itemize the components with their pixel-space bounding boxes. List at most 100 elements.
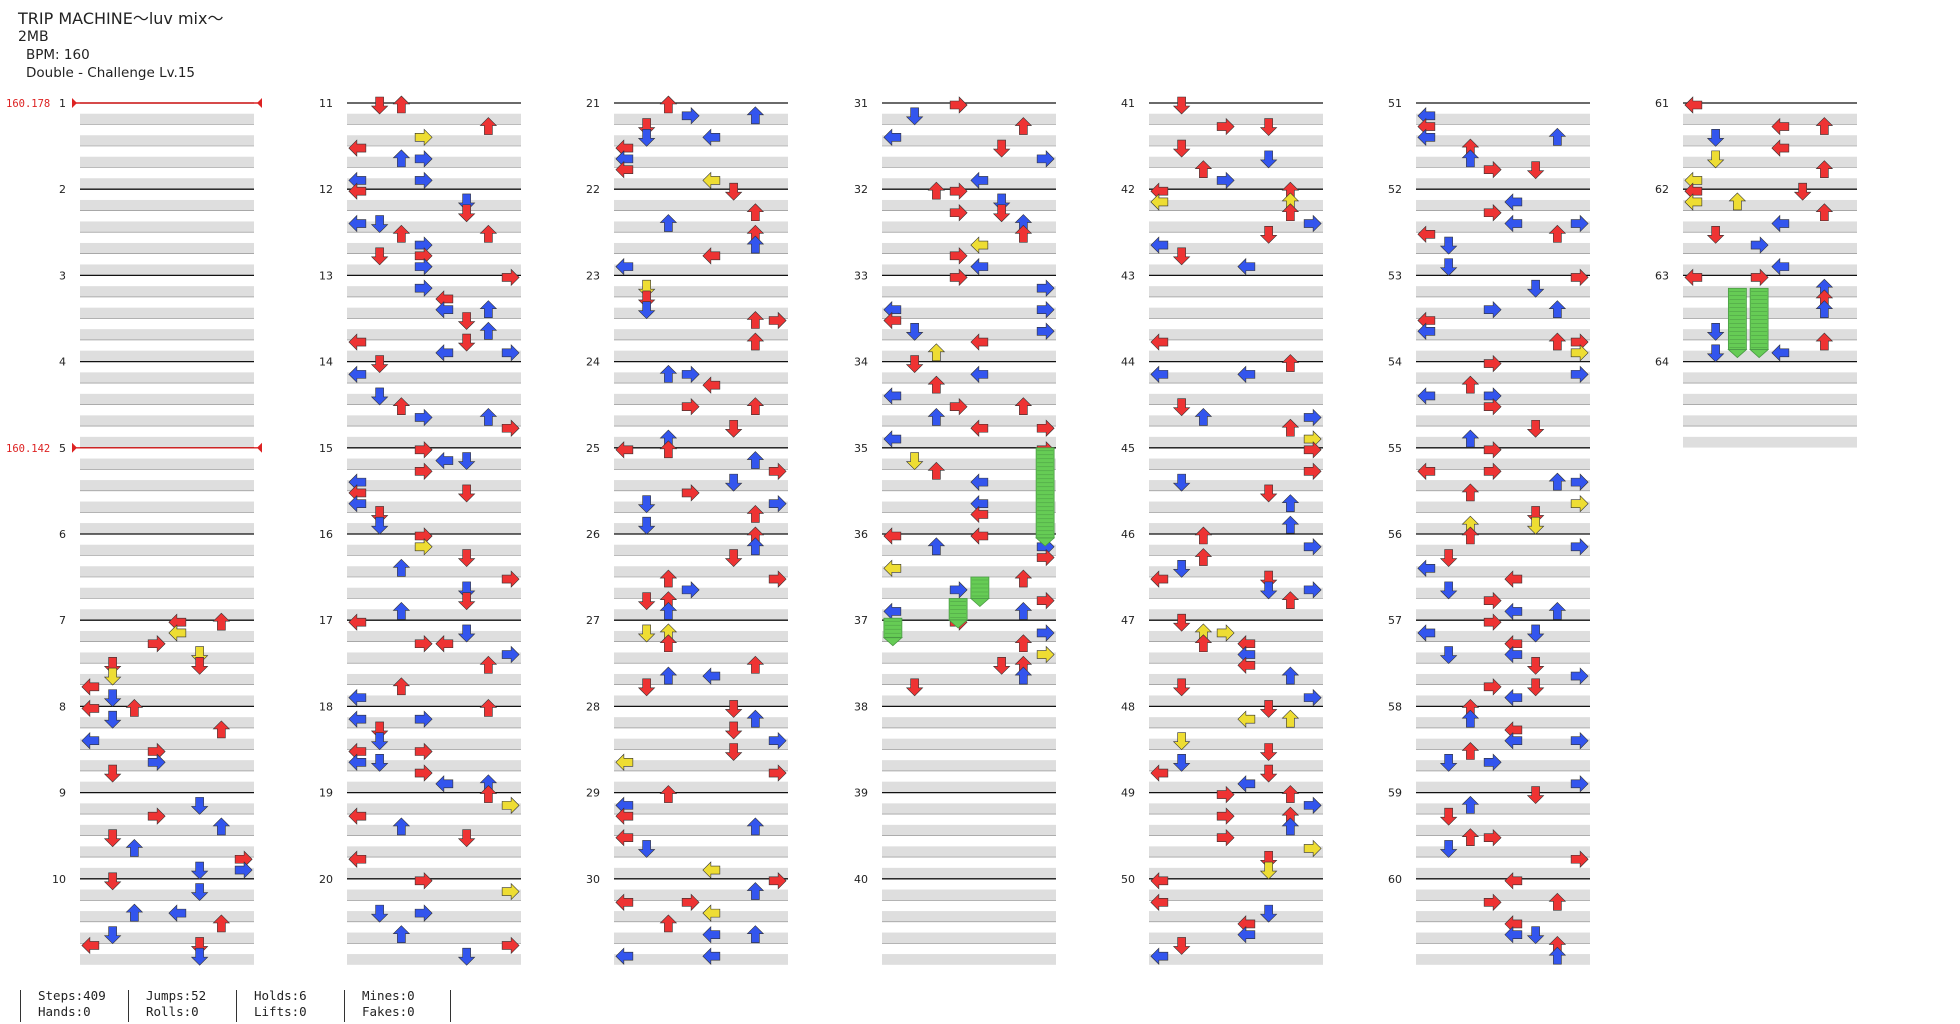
note-arrow-icon xyxy=(457,829,476,848)
note-arrow-icon xyxy=(479,698,498,717)
note-arrow-icon xyxy=(348,753,367,771)
beat-row-shade xyxy=(1416,372,1590,384)
measure-number: 30 xyxy=(586,873,600,886)
note-arrow-icon xyxy=(1570,214,1589,233)
beat-row-shade xyxy=(80,393,254,405)
note-arrow-icon xyxy=(746,709,765,728)
beat-row-shade xyxy=(1149,199,1323,211)
note-arrow-icon xyxy=(768,311,787,330)
note-arrow-icon xyxy=(1281,354,1300,372)
beat-row-shade xyxy=(882,867,1056,879)
note-arrow-icon xyxy=(1259,743,1278,761)
note-arrow-icon xyxy=(637,624,656,643)
note-arrow-icon xyxy=(147,753,166,771)
note-arrow-icon xyxy=(1237,710,1256,728)
beat-row-shade xyxy=(80,458,254,470)
note-arrow-icon xyxy=(1526,678,1545,697)
measure-number: 36 xyxy=(854,528,868,541)
note-arrow-icon xyxy=(1150,893,1169,912)
note-arrow-icon xyxy=(724,743,743,761)
beat-row-shade xyxy=(882,135,1056,146)
beat-row-shade xyxy=(614,350,788,362)
beat-row-shade xyxy=(614,889,788,901)
note-arrow-icon xyxy=(81,732,100,750)
beat-row-shade xyxy=(80,587,254,599)
measure-number: 59 xyxy=(1388,787,1402,800)
note-arrow-icon xyxy=(1036,624,1055,642)
note-arrow-icon xyxy=(1461,526,1480,545)
note-arrow-icon xyxy=(370,96,389,115)
note-arrow-icon xyxy=(479,408,498,426)
beat-row-shade xyxy=(1416,911,1590,922)
beat-row-shade xyxy=(80,350,254,362)
note-arrow-icon xyxy=(746,451,765,469)
beat-row-shade xyxy=(1149,156,1323,168)
note-arrow-icon xyxy=(637,840,656,858)
note-arrow-icon xyxy=(637,301,656,320)
note-arrow-icon xyxy=(370,904,389,923)
beat-row-shade xyxy=(614,630,788,642)
beat-row-shade xyxy=(882,717,1056,728)
measure-number: 7 xyxy=(59,614,66,627)
beat-row-shade xyxy=(614,695,788,707)
hold-tail xyxy=(948,619,969,629)
bpm-change-label: 160.178 xyxy=(6,98,50,110)
note-arrow-icon xyxy=(1771,139,1790,157)
note-arrow-icon xyxy=(1014,224,1033,243)
beat-row-shade xyxy=(882,393,1056,405)
beat-row-shade xyxy=(1683,156,1857,168)
note-arrow-icon xyxy=(905,355,924,374)
note-arrow-icon xyxy=(348,710,367,728)
hold-tail xyxy=(1749,349,1770,359)
note-arrow-icon xyxy=(768,462,787,481)
note-arrow-icon xyxy=(1504,732,1523,750)
beat-row-shade xyxy=(882,544,1056,556)
note-arrow-icon xyxy=(1194,634,1213,653)
measure-number: 10 xyxy=(52,873,66,886)
beat-row-shade xyxy=(80,717,254,728)
beat-row-shade xyxy=(80,113,254,125)
note-arrow-icon xyxy=(1150,947,1169,965)
measure-number: 47 xyxy=(1121,614,1135,627)
beat-row-shade xyxy=(1149,954,1323,965)
beat-row-shade xyxy=(882,889,1056,901)
note-arrow-icon xyxy=(501,570,520,588)
note-arrow-icon xyxy=(615,160,634,179)
note-arrow-icon xyxy=(414,742,433,761)
beat-row-shade xyxy=(347,609,521,620)
beat-row-shade xyxy=(80,889,254,901)
beat-row-shade xyxy=(614,587,788,599)
note-arrow-icon xyxy=(479,655,498,674)
beat-row-shade xyxy=(882,566,1056,577)
beat-row-shade xyxy=(1416,652,1590,664)
note-arrow-icon xyxy=(103,829,122,848)
note-arrow-icon xyxy=(103,764,122,783)
beat-row-shade xyxy=(1416,867,1590,879)
beat-row-shade xyxy=(614,501,788,513)
beat-row-shade xyxy=(1416,846,1590,858)
beat-row-shade xyxy=(614,846,788,858)
note-arrow-icon xyxy=(103,926,122,945)
note-arrow-icon xyxy=(1526,926,1545,945)
note-arrow-icon xyxy=(1216,807,1235,825)
hold-tail xyxy=(1035,537,1056,547)
stat-mines: Mines:0 Fakes:0 xyxy=(362,988,415,1019)
beat-row-shade xyxy=(80,480,254,491)
measure-number: 41 xyxy=(1121,97,1135,110)
note-arrow-icon xyxy=(659,364,678,383)
note-arrow-icon xyxy=(970,257,989,276)
note-arrow-icon xyxy=(615,947,634,965)
note-arrow-icon xyxy=(659,602,678,620)
measure-number: 27 xyxy=(586,614,600,627)
beat-row-shade xyxy=(1149,501,1323,513)
measure-number: 48 xyxy=(1121,700,1135,713)
note-arrow-icon xyxy=(1815,160,1834,178)
note-arrow-icon xyxy=(1483,354,1502,373)
beat-row-shade xyxy=(1683,393,1857,405)
measure-number: 57 xyxy=(1388,614,1402,627)
note-arrow-icon xyxy=(370,516,389,535)
note-arrow-icon xyxy=(1483,613,1502,631)
note-arrow-icon xyxy=(348,365,367,384)
measure-number: 3 xyxy=(59,269,66,282)
beat-row-shade xyxy=(882,415,1056,427)
